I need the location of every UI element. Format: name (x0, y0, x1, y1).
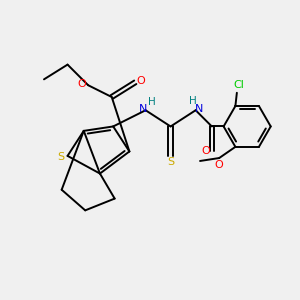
Text: Cl: Cl (233, 80, 244, 90)
Text: O: O (201, 146, 210, 157)
Text: H: H (148, 97, 156, 107)
Text: O: O (137, 76, 146, 86)
Text: S: S (167, 158, 174, 167)
Text: S: S (58, 152, 64, 162)
Text: H: H (189, 96, 196, 106)
Text: N: N (194, 104, 203, 114)
Text: O: O (215, 160, 224, 170)
Text: N: N (139, 104, 147, 114)
Text: O: O (77, 79, 86, 89)
